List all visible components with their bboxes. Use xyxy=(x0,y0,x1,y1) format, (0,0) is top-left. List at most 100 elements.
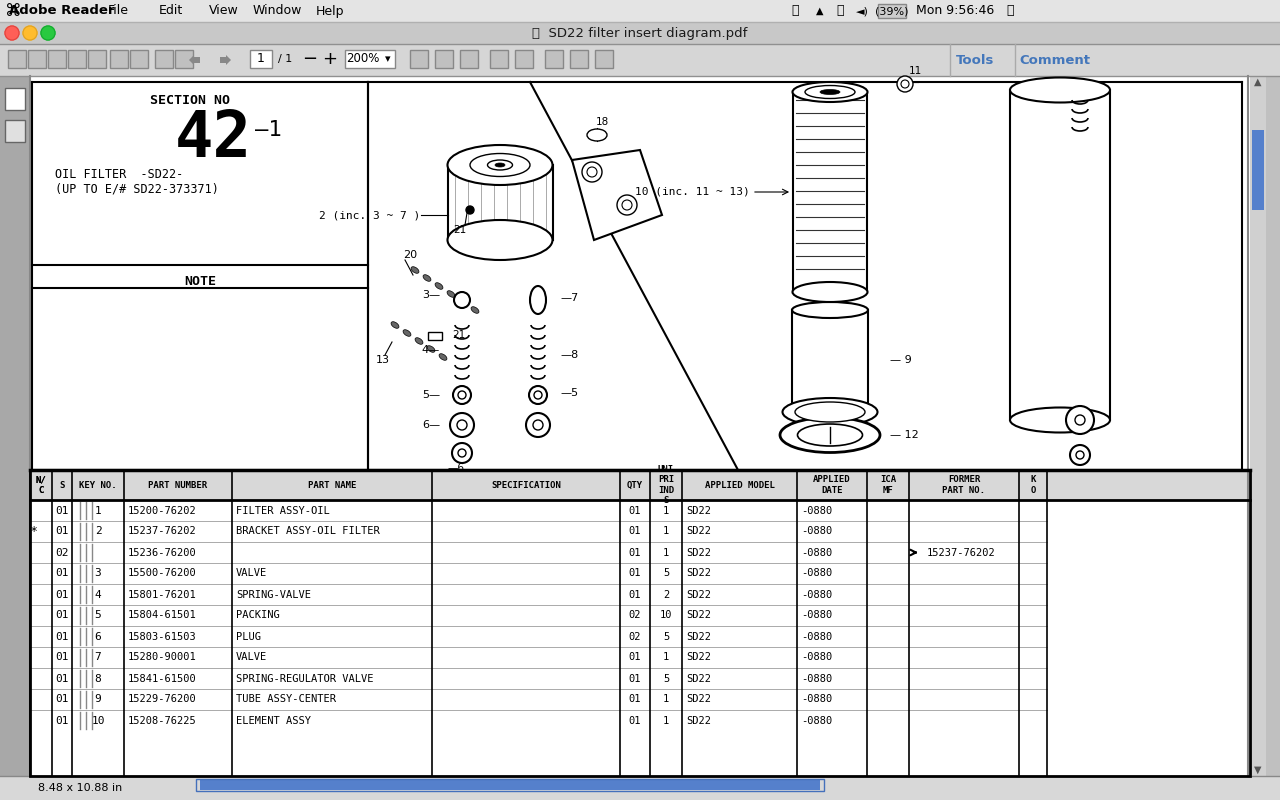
Text: *: * xyxy=(31,525,37,538)
Ellipse shape xyxy=(435,282,443,290)
Text: -0880: -0880 xyxy=(801,569,832,578)
Text: 10: 10 xyxy=(659,610,672,621)
Bar xyxy=(175,50,193,68)
Bar xyxy=(49,50,67,68)
Bar xyxy=(595,50,613,68)
Bar xyxy=(570,50,588,68)
Text: 7: 7 xyxy=(95,653,101,662)
Circle shape xyxy=(458,391,466,399)
Text: 2: 2 xyxy=(95,526,101,537)
Text: 5: 5 xyxy=(663,674,669,683)
Text: VALVE: VALVE xyxy=(236,569,268,578)
Text: SD22: SD22 xyxy=(686,569,710,578)
Text: SD22: SD22 xyxy=(686,715,710,726)
Circle shape xyxy=(582,162,602,182)
Text: 1: 1 xyxy=(663,506,669,515)
Text: 01: 01 xyxy=(628,653,641,662)
Text: 01: 01 xyxy=(55,715,69,726)
Text: 01: 01 xyxy=(628,590,641,599)
Ellipse shape xyxy=(411,266,419,274)
FancyArrow shape xyxy=(220,55,230,65)
Text: SD22: SD22 xyxy=(686,506,710,515)
Bar xyxy=(88,50,106,68)
Text: -0880: -0880 xyxy=(801,506,832,515)
Text: UNI
PRI
IND
S: UNI PRI IND S xyxy=(658,465,675,505)
Text: SPRING-REGULATOR VALVE: SPRING-REGULATOR VALVE xyxy=(236,674,374,683)
Text: 9: 9 xyxy=(95,694,101,705)
Text: ⌘: ⌘ xyxy=(5,2,22,20)
Text: 01: 01 xyxy=(55,526,69,537)
Text: Window: Window xyxy=(252,5,302,18)
Ellipse shape xyxy=(792,302,868,318)
FancyArrow shape xyxy=(189,55,200,65)
Text: 1: 1 xyxy=(663,526,669,537)
Text: File: File xyxy=(108,5,128,18)
Text: 01: 01 xyxy=(628,547,641,558)
Circle shape xyxy=(457,420,467,430)
Circle shape xyxy=(1070,445,1091,465)
Bar xyxy=(68,50,86,68)
Bar xyxy=(428,332,442,340)
Bar xyxy=(250,50,273,68)
Text: 02: 02 xyxy=(628,631,641,642)
Text: 10 (inc. 11 ~ 13): 10 (inc. 11 ~ 13) xyxy=(635,187,750,197)
Bar xyxy=(0,76,29,776)
Text: SECTION NO: SECTION NO xyxy=(150,94,230,107)
Circle shape xyxy=(5,26,19,40)
Text: —1: —1 xyxy=(255,120,282,140)
Bar xyxy=(435,50,453,68)
Circle shape xyxy=(534,391,541,399)
Bar xyxy=(110,50,128,68)
Text: 01: 01 xyxy=(55,694,69,705)
Text: Help: Help xyxy=(316,5,344,18)
Ellipse shape xyxy=(805,86,855,98)
Text: 15841-61500: 15841-61500 xyxy=(128,674,197,683)
Text: 01: 01 xyxy=(628,694,641,705)
Bar xyxy=(490,50,508,68)
Bar xyxy=(0,44,1280,76)
Text: — 9: — 9 xyxy=(890,355,911,365)
Ellipse shape xyxy=(792,82,868,102)
Text: —6: —6 xyxy=(448,463,465,473)
Circle shape xyxy=(458,449,466,457)
Text: APPLIED
DATE: APPLIED DATE xyxy=(813,475,851,494)
Ellipse shape xyxy=(488,160,512,170)
Bar xyxy=(29,470,1251,776)
Text: 5: 5 xyxy=(663,631,669,642)
Circle shape xyxy=(1076,451,1084,459)
Text: 01: 01 xyxy=(55,569,69,578)
Text: 🔍: 🔍 xyxy=(1006,5,1014,18)
Bar xyxy=(5,88,26,110)
Ellipse shape xyxy=(588,129,607,141)
Text: 1: 1 xyxy=(95,506,101,515)
Bar xyxy=(131,50,148,68)
Text: 3—: 3— xyxy=(422,290,440,300)
Text: -0880: -0880 xyxy=(801,610,832,621)
Text: BRACKET ASSY-OIL FILTER: BRACKET ASSY-OIL FILTER xyxy=(236,526,380,537)
Ellipse shape xyxy=(415,338,422,344)
Bar xyxy=(1252,130,1265,210)
Ellipse shape xyxy=(797,424,863,446)
Text: -0880: -0880 xyxy=(801,653,832,662)
Text: -0880: -0880 xyxy=(801,631,832,642)
Ellipse shape xyxy=(820,90,840,94)
Text: 01: 01 xyxy=(55,674,69,683)
Ellipse shape xyxy=(1010,407,1110,433)
Text: SD22: SD22 xyxy=(686,631,710,642)
Text: ELEMENT ASSY: ELEMENT ASSY xyxy=(236,715,311,726)
Text: 15804-61501: 15804-61501 xyxy=(128,610,197,621)
Text: 01: 01 xyxy=(55,631,69,642)
Text: 01: 01 xyxy=(628,674,641,683)
Text: View: View xyxy=(209,5,239,18)
Text: —5: —5 xyxy=(561,388,579,398)
Text: 3: 3 xyxy=(95,569,101,578)
Text: 1: 1 xyxy=(663,694,669,705)
Circle shape xyxy=(897,76,913,92)
Bar xyxy=(448,165,553,240)
Text: Tools: Tools xyxy=(956,54,995,66)
Ellipse shape xyxy=(530,286,547,314)
Ellipse shape xyxy=(428,346,435,352)
Text: ICA
MF: ICA MF xyxy=(879,475,896,494)
Text: 1: 1 xyxy=(663,653,669,662)
Text: TUBE ASSY-CENTER: TUBE ASSY-CENTER xyxy=(236,694,335,705)
